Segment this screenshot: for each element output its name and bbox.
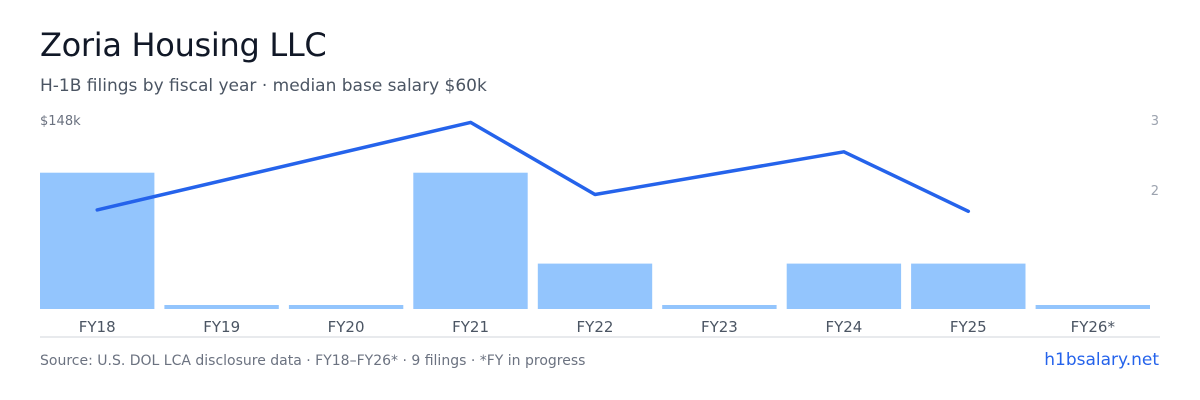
- median-salary-line: [95, 120, 971, 214]
- salary-line-layer: [95, 120, 971, 214]
- bar-fy26-star: [1035, 305, 1150, 309]
- right-axis-ticks: 32: [1151, 114, 1159, 199]
- bar-fy19: [164, 305, 279, 309]
- bar-fy18: [40, 172, 155, 309]
- x-tick-label: FY19: [203, 318, 240, 336]
- x-tick-labels: FY18 FY19 FY20 FY21 FY22 FY23 FY24 FY25 FY26*: [79, 318, 1116, 336]
- bar-fy24: [786, 263, 902, 309]
- bar-fy20: [288, 305, 404, 309]
- bar-fy23: [662, 305, 777, 309]
- chart-subtitle: H-1B filings by fiscal year · median bas…: [40, 76, 487, 96]
- left-axis-top-label: $148k: [40, 114, 81, 129]
- x-tick-label: FY26*: [1071, 318, 1116, 336]
- bars-layer: [40, 172, 1150, 309]
- chart-title: Zoria Housing LLC: [40, 26, 327, 64]
- footer-source: Source: U.S. DOL LCA disclosure data · F…: [40, 353, 586, 369]
- x-tick-label: FY23: [701, 318, 738, 336]
- x-tick-label: FY25: [950, 318, 987, 336]
- bar-fy25: [911, 263, 1026, 309]
- x-tick-label: FY20: [328, 318, 365, 336]
- bar-fy22: [537, 263, 653, 309]
- x-tick-label: FY21: [452, 318, 489, 336]
- x-tick-label: FY22: [577, 318, 614, 336]
- bar-fy21: [413, 172, 528, 309]
- right-axis-tick-label: 2: [1151, 184, 1159, 199]
- footer-brand-link[interactable]: h1bsalary.net: [1044, 350, 1159, 370]
- x-tick-label: FY24: [825, 318, 862, 336]
- x-tick-label: FY18: [79, 318, 116, 336]
- right-axis-tick-label: 3: [1151, 114, 1159, 129]
